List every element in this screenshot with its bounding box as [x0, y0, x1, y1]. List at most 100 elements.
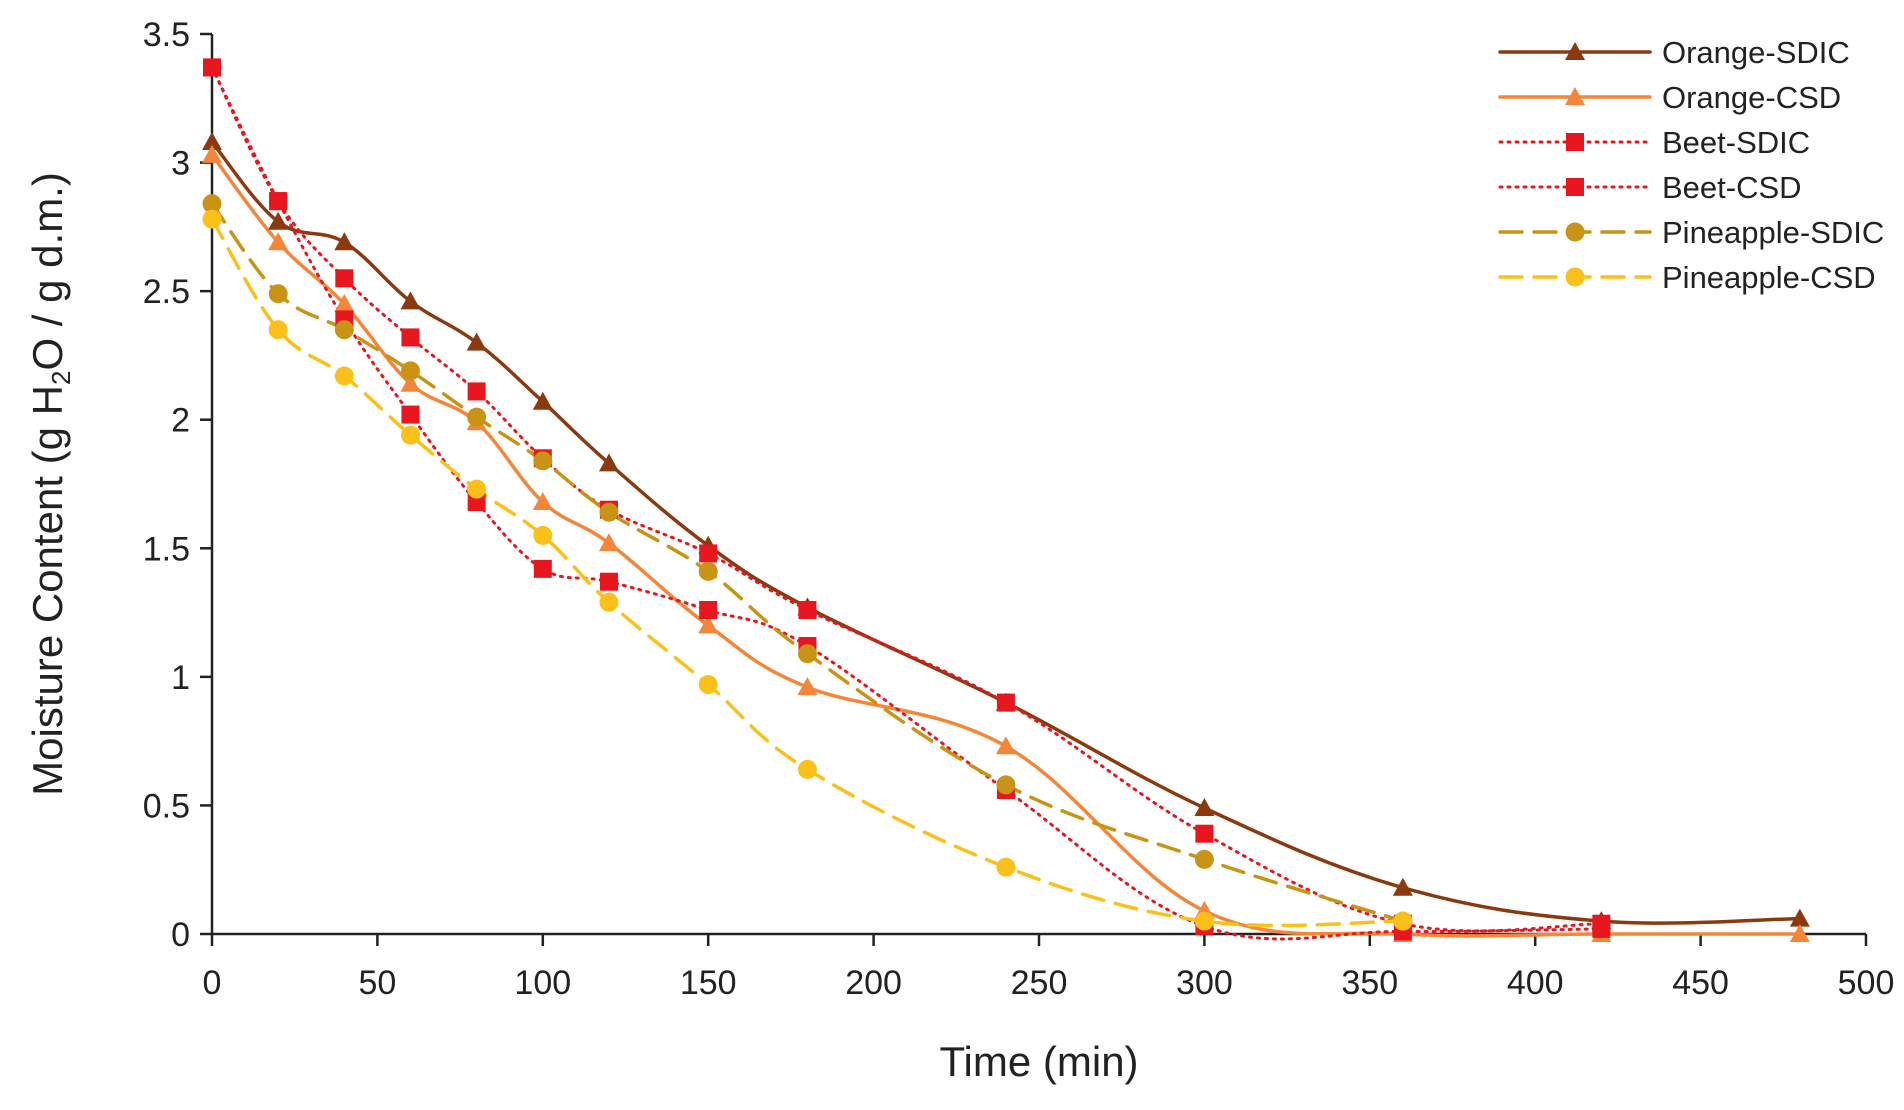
data-point-orange-csd	[268, 232, 289, 251]
data-point-pineapple-csd	[467, 479, 487, 499]
data-point-orange-sdic	[466, 332, 487, 351]
data-point-orange-csd	[532, 492, 553, 510]
y-tick-label: 2	[171, 402, 190, 440]
series-line-orange-csd	[210, 153, 1802, 938]
legend: Orange-SDIC Orange-CSD Beet-SDIC Beet-CSD Pi…	[1498, 35, 1884, 295]
data-point-beet-csd	[269, 192, 288, 211]
x-tick-label: 250	[1011, 964, 1068, 1002]
legend-label: Pineapple-SDIC	[1662, 215, 1884, 250]
legend-item-pineapple-csd: Pineapple-CSD	[1498, 260, 1876, 295]
legend-item-beet-csd: Beet-CSD	[1498, 170, 1802, 205]
data-point-beet-csd	[599, 572, 618, 591]
legend-marker	[1566, 178, 1584, 196]
y-tick-label: 3.5	[143, 16, 190, 54]
data-point-pineapple-csd	[533, 525, 553, 545]
data-point-beet-sdic	[1195, 824, 1214, 843]
legend-marker	[1565, 42, 1585, 60]
legend-marker	[1565, 87, 1585, 105]
data-point-pineapple-csd	[268, 320, 288, 340]
data-point-beet-csd	[401, 405, 420, 424]
data-point-orange-sdic	[1194, 798, 1215, 816]
legend-marker	[1566, 133, 1584, 151]
data-point-orange-csd	[1789, 924, 1810, 942]
data-point-beet-sdic	[335, 269, 354, 288]
legend-item-orange-csd: Orange-CSD	[1498, 80, 1841, 115]
x-axis-title: Time (min)	[939, 1038, 1138, 1085]
series-line-beet-sdic	[210, 65, 1603, 933]
data-point-beet-csd	[699, 601, 718, 619]
legend-item-beet-sdic: Beet-SDIC	[1498, 125, 1810, 160]
data-point-beet-sdic	[401, 328, 420, 347]
data-point-pineapple-sdic	[467, 407, 487, 427]
y-axis-title-suffix: O / g d.m.)	[24, 172, 71, 370]
data-point-pineapple-sdic	[268, 284, 288, 304]
y-axis-title-subscript: 2	[46, 371, 76, 385]
y-tick-label: 2.5	[143, 273, 190, 311]
data-point-pineapple-sdic	[996, 775, 1016, 795]
data-point-beet-csd	[1592, 919, 1611, 938]
data-point-beet-csd	[203, 58, 221, 77]
data-point-orange-csd	[698, 615, 719, 634]
data-point-pineapple-csd	[599, 592, 619, 612]
data-point-orange-sdic	[532, 391, 553, 410]
legend-item-orange-sdic: Orange-SDIC	[1498, 35, 1850, 70]
data-point-pineapple-csd	[334, 366, 354, 386]
y-tick-label: 3	[171, 145, 190, 183]
series-markers	[202, 58, 1810, 942]
data-point-pineapple-csd	[202, 209, 222, 229]
data-point-orange-csd	[400, 373, 421, 392]
data-point-orange-csd	[334, 294, 355, 312]
x-tick-label: 100	[514, 964, 571, 1002]
axes: 0 0.5 1 1.5 2 2.5 3 3.5 0 50 100 150 200 250 300 350 40…	[143, 16, 1895, 1002]
data-point-beet-sdic	[699, 544, 718, 563]
data-point-orange-csd	[598, 533, 619, 552]
x-tick-label: 0	[203, 964, 222, 1002]
series-line-pineapple-sdic	[210, 201, 1405, 923]
data-point-pineapple-sdic	[400, 361, 420, 381]
x-axis-ticks: 0 50 100 150 200 250 300 350 400 450 500	[203, 934, 1895, 1002]
legend-item-pineapple-sdic: Pineapple-SDIC	[1498, 215, 1884, 250]
y-tick-label: 0	[171, 916, 190, 954]
y-tick-label: 1	[171, 659, 190, 697]
data-point-orange-sdic	[268, 211, 289, 230]
data-point-orange-sdic	[334, 232, 355, 251]
data-point-beet-csd	[533, 559, 552, 578]
legend-label: Beet-CSD	[1662, 170, 1802, 205]
y-tick-label: 1.5	[143, 530, 190, 568]
legend-label: Beet-SDIC	[1662, 125, 1810, 160]
legend-marker	[1565, 267, 1585, 287]
data-point-pineapple-sdic	[533, 451, 553, 471]
y-axis-title-prefix: Moisture Content (g H	[24, 385, 71, 796]
series-line-pineapple-csd	[210, 217, 1405, 928]
data-point-orange-csd	[797, 677, 818, 696]
data-point-orange-sdic	[400, 291, 421, 310]
x-tick-label: 300	[1176, 964, 1233, 1002]
x-tick-label: 500	[1838, 964, 1895, 1002]
series-lines	[210, 65, 1802, 941]
data-point-pineapple-csd	[698, 675, 718, 695]
data-point-beet-sdic	[467, 382, 486, 401]
legend-label: Orange-CSD	[1662, 80, 1841, 115]
data-point-pineapple-csd	[996, 857, 1016, 877]
data-point-orange-sdic	[598, 453, 619, 472]
x-tick-label: 200	[845, 964, 902, 1002]
data-point-pineapple-csd	[797, 759, 817, 779]
data-point-orange-sdic	[1789, 908, 1810, 927]
data-point-pineapple-sdic	[797, 644, 817, 664]
x-tick-label: 450	[1672, 964, 1729, 1002]
x-tick-label: 400	[1507, 964, 1564, 1002]
data-point-pineapple-csd	[400, 425, 420, 445]
data-point-orange-csd	[202, 144, 222, 163]
legend-label: Orange-SDIC	[1662, 35, 1850, 70]
legend-label: Pineapple-CSD	[1662, 260, 1876, 295]
data-point-orange-sdic	[202, 132, 222, 150]
data-point-beet-sdic	[798, 601, 817, 619]
data-point-pineapple-sdic	[334, 320, 354, 340]
data-point-orange-sdic	[1392, 877, 1413, 896]
x-tick-label: 350	[1341, 964, 1398, 1002]
data-point-pineapple-sdic	[1194, 849, 1214, 869]
x-tick-label: 150	[680, 964, 737, 1002]
y-axis-ticks: 0 0.5 1 1.5 2 2.5 3 3.5	[143, 16, 212, 954]
series-line-orange-sdic	[210, 140, 1802, 925]
data-point-pineapple-csd	[1194, 911, 1214, 931]
